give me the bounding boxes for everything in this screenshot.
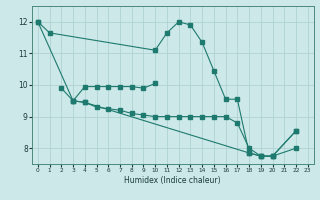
X-axis label: Humidex (Indice chaleur): Humidex (Indice chaleur) <box>124 176 221 185</box>
